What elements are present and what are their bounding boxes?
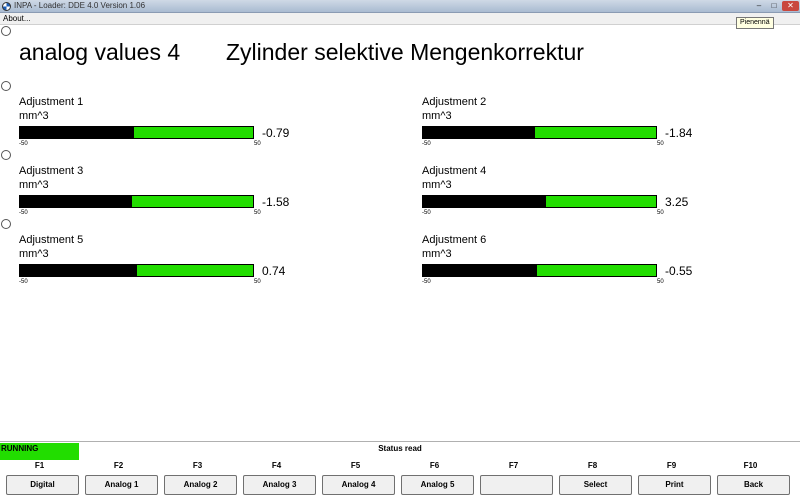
fkey-label: F2 bbox=[113, 461, 124, 470]
gauge-max: 50 bbox=[254, 279, 261, 285]
analog-5-button[interactable]: Analog 5 bbox=[401, 475, 474, 495]
analog-4-button[interactable]: Analog 4 bbox=[322, 475, 395, 495]
gauge-bar-fill bbox=[20, 127, 135, 138]
fkey-label: F6 bbox=[429, 461, 440, 470]
gauge-adjustment-6: Adjustment 6 mm^3 -0.55 -50 50 bbox=[422, 234, 722, 294]
gauge-adjustment-3: Adjustment 3 mm^3 -1.58 -50 50 bbox=[19, 165, 319, 225]
gauge-max: 50 bbox=[657, 210, 664, 216]
fkey-label: F9 bbox=[666, 461, 677, 470]
gauge-bar bbox=[422, 195, 657, 208]
fkey-label: F3 bbox=[192, 461, 203, 470]
gauge-adjustment-5: Adjustment 5 mm^3 0.74 -50 50 bbox=[19, 234, 319, 294]
gauge-value: 3.25 bbox=[665, 195, 689, 209]
gauge-bar-fill bbox=[423, 265, 538, 276]
gauge-min: -50 bbox=[422, 210, 431, 216]
fkey-label: F4 bbox=[271, 461, 282, 470]
gauge-label: Adjustment 4 bbox=[422, 165, 487, 177]
fkey-f1: F1 Digital bbox=[0, 460, 79, 500]
gauge-bar-fill bbox=[423, 196, 547, 207]
gauge-value: 0.74 bbox=[262, 264, 286, 278]
gauge-label: Adjustment 1 bbox=[19, 96, 84, 108]
fkey-label: F1 bbox=[34, 461, 45, 470]
minimize-tooltip: Pienennä bbox=[736, 17, 774, 29]
gauge-bar bbox=[422, 264, 657, 277]
fkey-label: F10 bbox=[743, 461, 758, 470]
gauge-max: 50 bbox=[254, 210, 261, 216]
back-button[interactable]: Back bbox=[717, 475, 790, 495]
gauge-value: -1.58 bbox=[262, 195, 290, 209]
radio-button[interactable] bbox=[1, 150, 11, 160]
gauge-min: -50 bbox=[19, 279, 28, 285]
fkey-f3: F3 Analog 2 bbox=[158, 460, 237, 500]
fkey-label: F7 bbox=[508, 461, 519, 470]
analog-3-button[interactable]: Analog 3 bbox=[243, 475, 316, 495]
gauge-label: Adjustment 5 bbox=[19, 234, 84, 246]
screen-subtitle: Zylinder selektive Mengenkorrektur bbox=[226, 39, 584, 65]
fkey-f8: F8 Select bbox=[553, 460, 632, 500]
gauge-label: Adjustment 6 bbox=[422, 234, 487, 246]
radio-button[interactable] bbox=[1, 81, 11, 91]
fkey-f10: F10 Back bbox=[711, 460, 790, 500]
gauge-value: -1.84 bbox=[665, 126, 693, 140]
gauge-unit: mm^3 bbox=[422, 110, 452, 122]
gauge-unit: mm^3 bbox=[19, 248, 49, 260]
f7-button[interactable] bbox=[480, 475, 553, 495]
screen-title: analog values 4 bbox=[19, 39, 181, 65]
menu-item-about[interactable]: About... bbox=[3, 14, 31, 23]
analog-2-button[interactable]: Analog 2 bbox=[164, 475, 237, 495]
fkey-f7: F7 bbox=[474, 460, 553, 500]
radio-button[interactable] bbox=[1, 219, 11, 229]
menu-bar: About... bbox=[0, 13, 800, 25]
fkey-f2: F2 Analog 1 bbox=[79, 460, 158, 500]
gauge-unit: mm^3 bbox=[19, 110, 49, 122]
radio-button[interactable] bbox=[1, 26, 11, 36]
function-key-bar: F1 Digital F2 Analog 1 F3 Analog 2 F4 An… bbox=[0, 460, 800, 500]
close-button[interactable]: ✕ bbox=[782, 1, 799, 11]
print-button[interactable]: Print bbox=[638, 475, 711, 495]
gauge-bar bbox=[422, 126, 657, 139]
fkey-label: F8 bbox=[587, 461, 598, 470]
fkey-f9: F9 Print bbox=[632, 460, 711, 500]
fkey-f5: F5 Analog 4 bbox=[316, 460, 395, 500]
bmw-logo-icon bbox=[2, 2, 11, 11]
title-bar: INPA - Loader: DDE 4.0 Version 1.06 – □ … bbox=[0, 0, 800, 13]
gauge-label: Adjustment 2 bbox=[422, 96, 487, 108]
gauge-unit: mm^3 bbox=[422, 248, 452, 260]
fkey-label: F5 bbox=[350, 461, 361, 470]
select-button[interactable]: Select bbox=[559, 475, 632, 495]
gauge-min: -50 bbox=[422, 141, 431, 147]
gauge-label: Adjustment 3 bbox=[19, 165, 84, 177]
gauge-max: 50 bbox=[254, 141, 261, 147]
gauge-min: -50 bbox=[422, 279, 431, 285]
gauge-min: -50 bbox=[19, 210, 28, 216]
gauge-bar bbox=[19, 195, 254, 208]
fkey-f4: F4 Analog 3 bbox=[237, 460, 316, 500]
gauge-value: -0.55 bbox=[665, 264, 693, 278]
gauge-min: -50 bbox=[19, 141, 28, 147]
gauge-unit: mm^3 bbox=[422, 179, 452, 191]
digital-button[interactable]: Digital bbox=[6, 475, 79, 495]
gauge-adjustment-2: Adjustment 2 mm^3 -1.84 -50 50 bbox=[422, 96, 722, 156]
minimize-button[interactable]: – bbox=[756, 1, 762, 10]
gauge-bar bbox=[19, 264, 254, 277]
gauge-bar bbox=[19, 126, 254, 139]
maximize-button[interactable]: □ bbox=[771, 1, 777, 10]
gauge-adjustment-4: Adjustment 4 mm^3 3.25 -50 50 bbox=[422, 165, 722, 225]
running-indicator: RUNNING bbox=[0, 443, 79, 460]
gauge-max: 50 bbox=[657, 141, 664, 147]
status-text: Status read bbox=[378, 444, 422, 453]
analog-1-button[interactable]: Analog 1 bbox=[85, 475, 158, 495]
gauge-max: 50 bbox=[657, 279, 664, 285]
window-title: INPA - Loader: DDE 4.0 Version 1.06 bbox=[14, 1, 146, 10]
gauge-adjustment-1: Adjustment 1 mm^3 -0.79 -50 50 bbox=[19, 96, 319, 156]
gauge-bar-fill bbox=[423, 127, 535, 138]
fkey-f6: F6 Analog 5 bbox=[395, 460, 474, 500]
gauge-bar-fill bbox=[20, 196, 132, 207]
gauge-value: -0.79 bbox=[262, 126, 290, 140]
status-divider bbox=[0, 441, 800, 442]
gauge-unit: mm^3 bbox=[19, 179, 49, 191]
gauge-bar-fill bbox=[20, 265, 137, 276]
